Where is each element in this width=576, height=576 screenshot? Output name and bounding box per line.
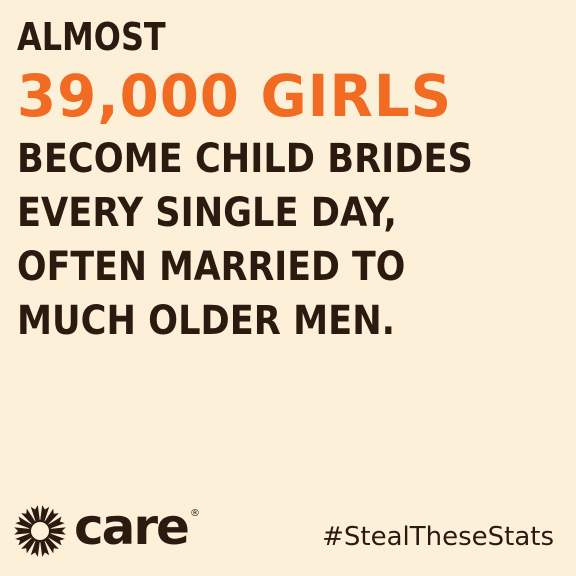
registered-mark: ® (189, 507, 200, 519)
headline-stat: 39,000 GIRLS (17, 62, 453, 130)
care-sunburst-icon (14, 505, 66, 557)
care-logo: care ® (12, 499, 200, 559)
headline-line-3: BECOME CHILD BRIDES (17, 136, 473, 182)
headline: ALMOST 39,000 GIRLS BECOME CHILD BRIDES … (17, 14, 567, 348)
headline-lead: ALMOST (17, 15, 166, 59)
headline-line-5: OFTEN MARRIED TO (17, 244, 406, 290)
logo-wordmark: care (74, 498, 190, 556)
hashtag: #StealTheseStats (322, 522, 554, 552)
headline-line-4: EVERY SINGLE DAY, (17, 190, 397, 236)
headline-line-6: MUCH OLDER MEN. (17, 298, 396, 344)
